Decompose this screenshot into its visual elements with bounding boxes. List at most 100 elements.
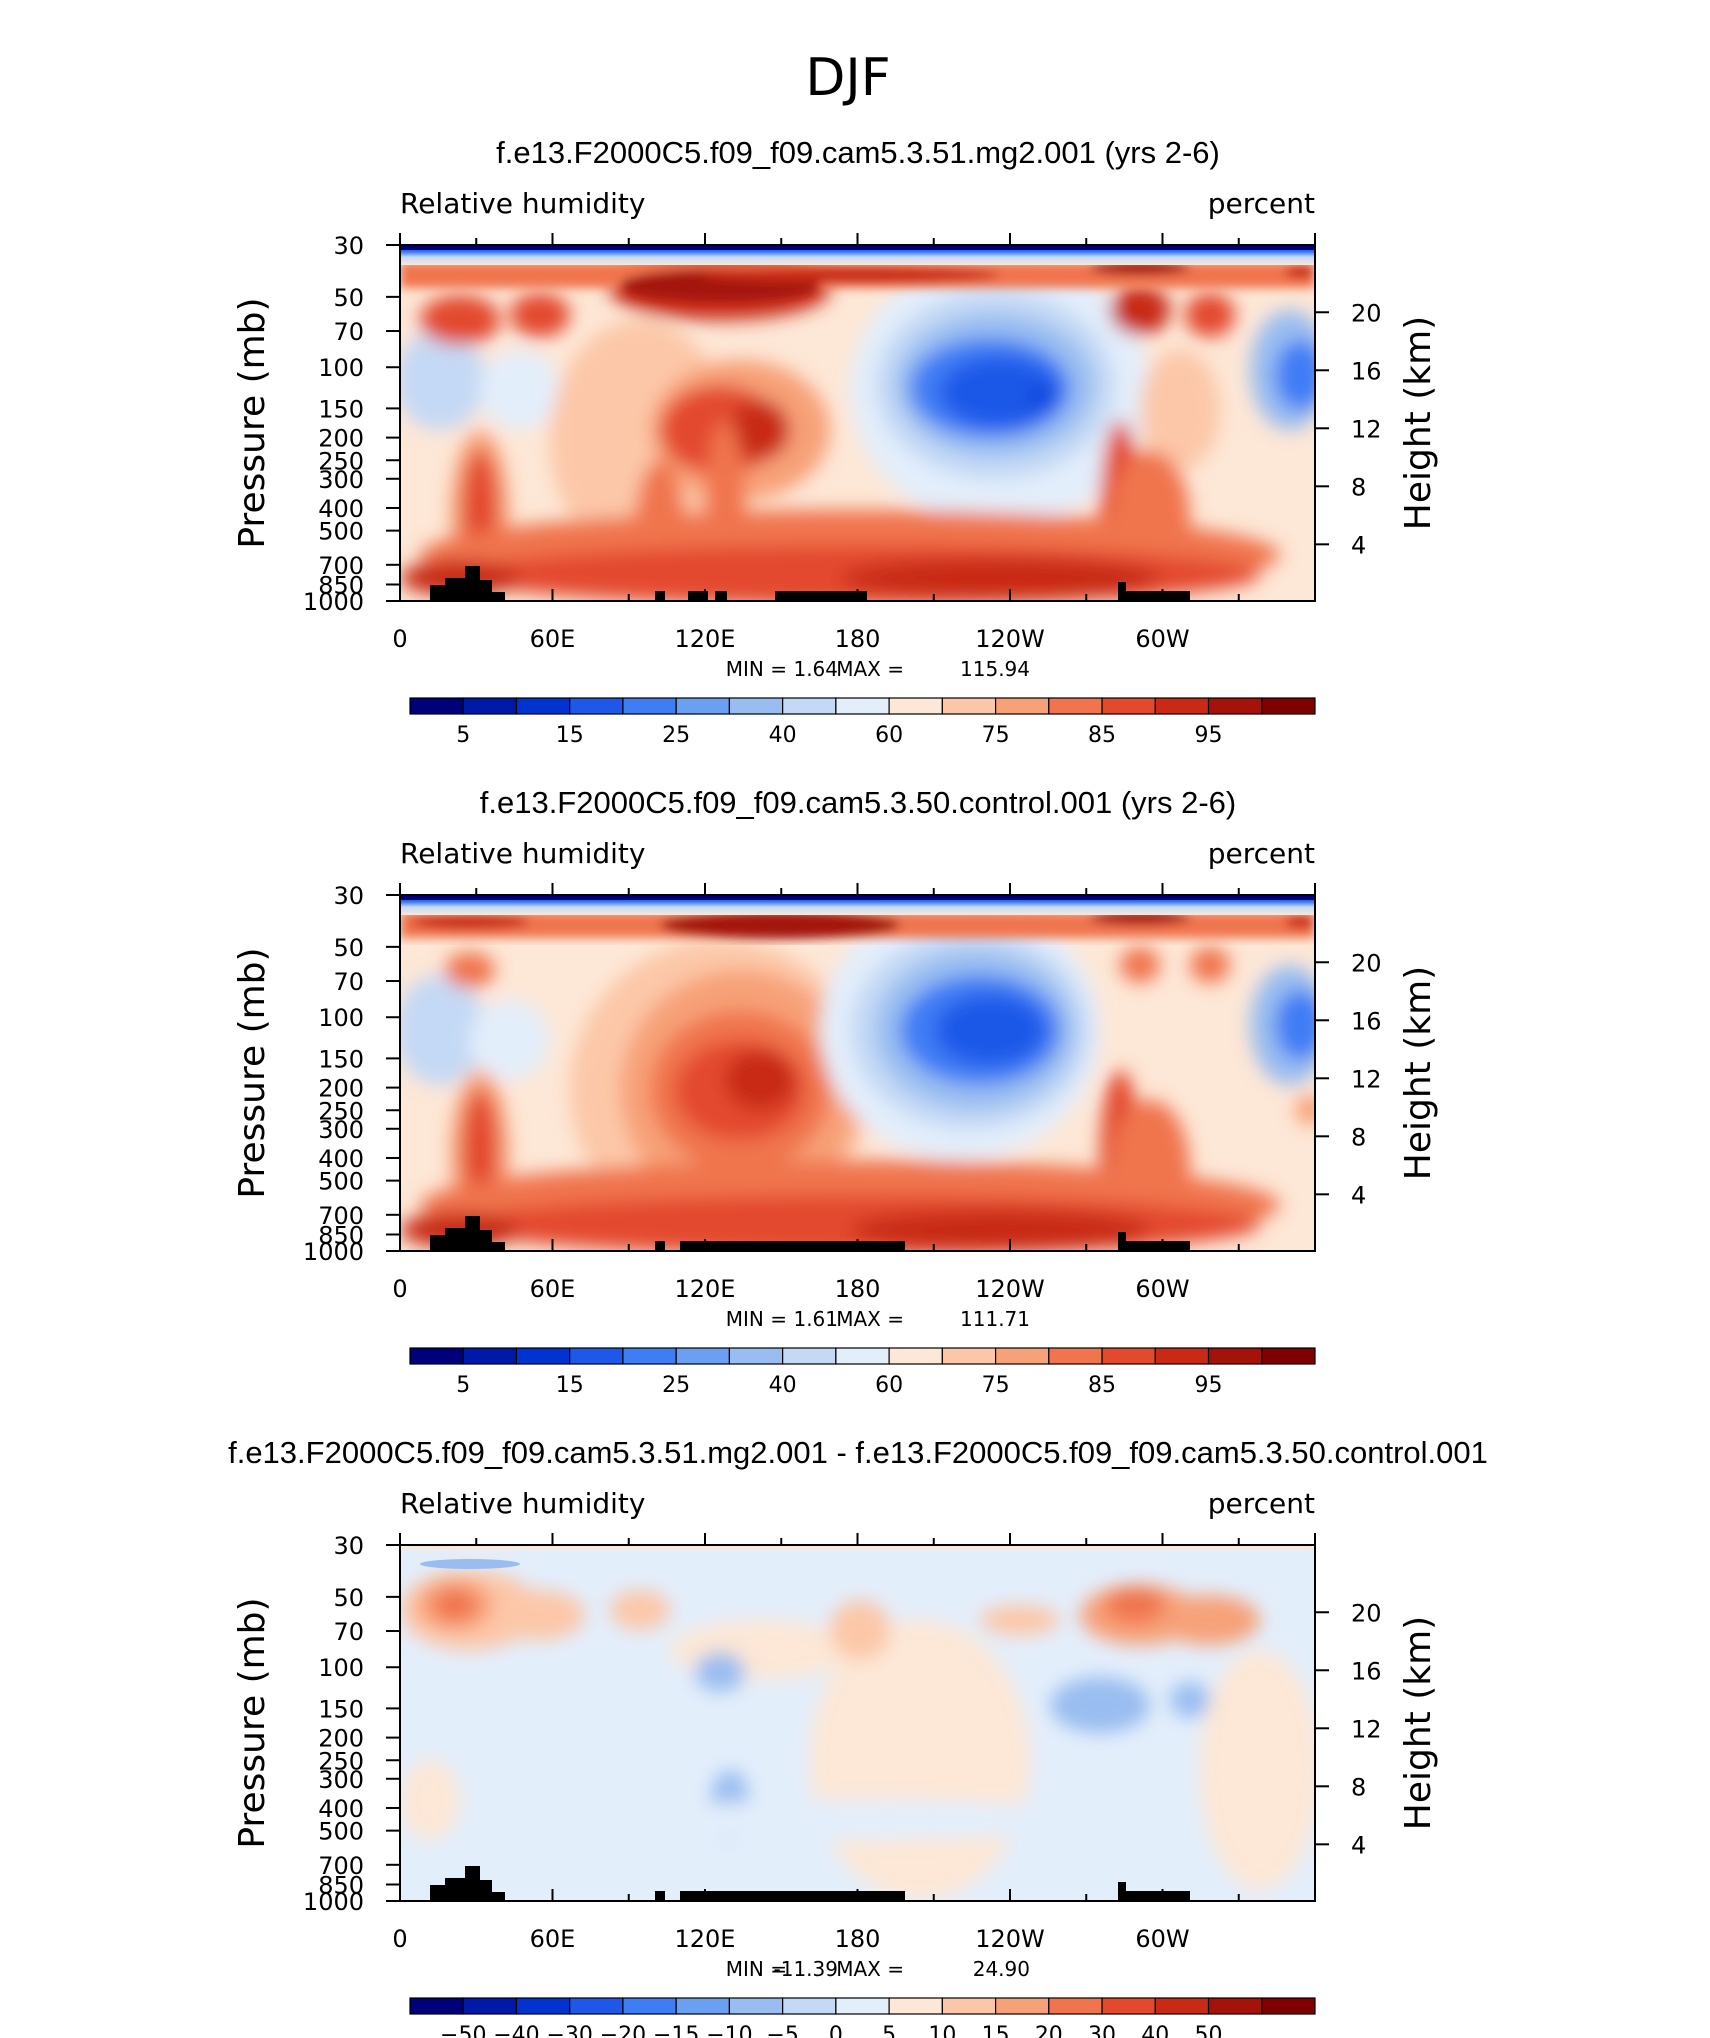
x-tick-label: 120W (975, 1275, 1045, 1303)
y-tick-label: 500 (318, 1818, 364, 1846)
colorbar-label: 15 (556, 723, 584, 748)
colorbar-box (1048, 1997, 1103, 2015)
panel-3-colorbar: −50 −40 −30 −20 −15 −10 −5 0 5 10 15 20 30 40 50 (409, 1997, 1316, 2038)
colorbar-box (941, 1997, 997, 2015)
y-tick-label: 30 (333, 232, 364, 260)
colorbar-box (835, 1347, 890, 1365)
panel-3: f.e13.F2000C5.f09_f09.cam5.3.51.mg2.001 … (228, 1435, 1488, 2038)
y-tick-label: 200 (318, 1725, 364, 1753)
colorbar-label: 30 (1088, 2023, 1116, 2038)
y-tick-label: 250 (318, 1747, 364, 1775)
colorbar-box (675, 697, 731, 715)
panel-1-title: f.e13.F2000C5.f09_f09.cam5.3.51.mg2.001 … (496, 135, 1220, 170)
panel-3-title: f.e13.F2000C5.f09_f09.cam5.3.51.mg2.001 … (228, 1435, 1488, 1470)
colorbar-box (622, 1347, 677, 1365)
panel-2-max-value: 111.71 (960, 1307, 1030, 1331)
x-tick-label: 0 (392, 1275, 407, 1303)
colorbar-box (1261, 1997, 1316, 2015)
panel-1-min-label: MIN = (726, 657, 787, 681)
panel-3-ylabel: Pressure (mb) (232, 1597, 273, 1848)
x-tick-label: 120E (675, 625, 736, 653)
colorbar-box (888, 1347, 943, 1365)
y-tick-label: 50 (333, 284, 364, 312)
colorbar-label: −40 (493, 2023, 539, 2038)
colorbar-label: −5 (766, 2023, 798, 2038)
colorbar-label: −20 (600, 2023, 646, 2038)
x-tick-label: 60E (530, 625, 576, 653)
colorbar-label: −15 (653, 2023, 699, 2038)
x-tick-label: 120W (975, 625, 1045, 653)
panel-1-axes: 0 60E 120E 180 120W 60W3050701001502002503004… (303, 232, 1382, 653)
panel-3-max-label: MAX = (836, 1957, 904, 1981)
colorbar-label: −50 (440, 2023, 486, 2038)
y-tick-label: 50 (333, 934, 364, 962)
y-tick-label: 500 (318, 518, 364, 546)
colorbar-box (622, 697, 677, 715)
colorbar-box (888, 1997, 943, 2015)
right-tick-label: 16 (1351, 357, 1382, 385)
panel-2-right-string: percent (1208, 837, 1315, 870)
panel-2-ylabel: Pressure (mb) (232, 947, 273, 1198)
colorbar-box (569, 1997, 624, 2015)
colorbar-box (409, 1347, 464, 1365)
y-tick-label: 70 (333, 1618, 364, 1646)
panel-3-right-string: percent (1208, 1487, 1315, 1520)
y-tick-label: 1000 (303, 588, 364, 616)
colorbar-box (515, 697, 571, 715)
x-tick-label: 60E (530, 1275, 576, 1303)
colorbar-box (409, 697, 464, 715)
colorbar-label: 15 (556, 1373, 584, 1398)
panel-3-min-value: -11.39 (774, 1957, 838, 1981)
x-tick-label: 60W (1135, 625, 1189, 653)
colorbar-box (462, 1997, 518, 2015)
colorbar-box (1101, 697, 1156, 715)
panel-3-max-value: 24.90 (973, 1957, 1030, 1981)
panel-2-min-value: 1.61 (793, 1307, 838, 1331)
x-tick-label: 0 (392, 625, 407, 653)
right-tick-label: 8 (1351, 1773, 1366, 1801)
colorbar-label: 5 (456, 723, 470, 748)
panel-3-contour-field (400, 1545, 1315, 1901)
colorbar-label: 85 (1088, 723, 1116, 748)
colorbar-box (1154, 1997, 1210, 2015)
y-tick-label: 300 (318, 1116, 364, 1144)
colorbar-box (1101, 1347, 1156, 1365)
panel-3-min-label: MIN = (726, 1957, 787, 1981)
colorbar-box (1101, 1997, 1156, 2015)
y-tick-label: 300 (318, 466, 364, 494)
panel-1-ylabel: Pressure (mb) (232, 297, 273, 548)
y-tick-label: 1000 (303, 1238, 364, 1266)
x-tick-label: 180 (835, 1275, 881, 1303)
figure-title: DJF (805, 48, 890, 108)
x-tick-label: 180 (835, 1925, 881, 1953)
right-tick-label: 12 (1351, 415, 1382, 443)
panel-2-min-label: MIN = (726, 1307, 787, 1331)
x-tick-label: 120E (675, 1275, 736, 1303)
right-tick-label: 8 (1351, 1123, 1366, 1151)
colorbar-label: 60 (875, 723, 903, 748)
x-tick-label: 60E (530, 1925, 576, 1953)
colorbar-box (1207, 697, 1263, 715)
panel-3-ylabel-right: Height (km) (1398, 1616, 1439, 1830)
panel-2-left-string: Relative humidity (400, 837, 645, 870)
colorbar-label: 40 (769, 1373, 797, 1398)
panel-1-right-string: percent (1208, 187, 1315, 220)
panel-2: f.e13.F2000C5.f09_f09.cam5.3.50.control.… (232, 785, 1439, 1398)
panel-3-left-string: Relative humidity (400, 1487, 645, 1520)
colorbar-label: 60 (875, 1373, 903, 1398)
colorbar-box (728, 697, 784, 715)
colorbar-label: 40 (769, 723, 797, 748)
colorbar-box (569, 1347, 624, 1365)
y-tick-label: 400 (318, 1795, 364, 1823)
colorbar-label: 20 (1035, 2023, 1063, 2038)
panel-1-min-value: 1.64 (793, 657, 838, 681)
y-tick-label: 150 (318, 395, 364, 423)
colorbar-box (462, 697, 518, 715)
x-tick-label: 120E (675, 1925, 736, 1953)
y-tick-label: 700 (318, 1202, 364, 1230)
colorbar-box (782, 1997, 837, 2015)
panel-2-max-label: MAX = (836, 1307, 904, 1331)
colorbar-box (1154, 1347, 1210, 1365)
colorbar-box (835, 1997, 890, 2015)
colorbar-box (1261, 1347, 1316, 1365)
